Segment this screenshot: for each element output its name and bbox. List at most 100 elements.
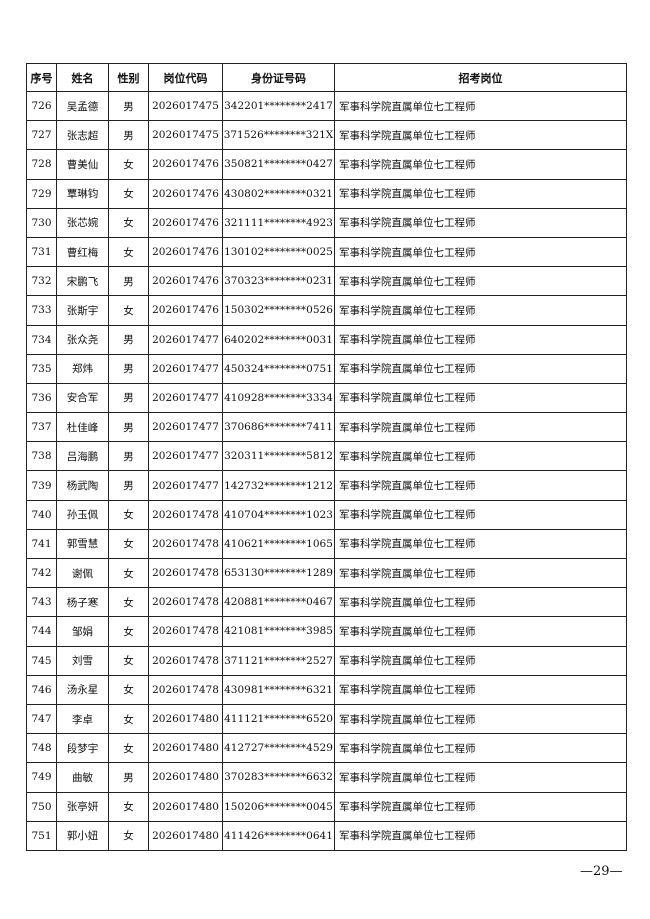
table-cell: 2026017476 — [148, 207, 223, 238]
table-cell: 女 — [108, 733, 149, 764]
table-row: 738 吕海鹏男 2026017477 320311********5812 军事科学院… — [26, 441, 627, 472]
table-cell: 732 — [26, 266, 57, 297]
table-cell: 军事科学院直属单位七工程师 — [334, 499, 627, 530]
table-cell: 邹娟 — [56, 616, 109, 647]
table-row: 750 张亭妍女 2026017480 150206********0045 军事科学院… — [26, 791, 627, 822]
table-cell: 军事科学院直属单位七工程师 — [334, 470, 627, 501]
table-cell: 2026017475 — [148, 120, 223, 151]
table-cell: 751 — [26, 820, 57, 851]
table-row: 744 邹娟女 2026017478 421081********3985 军事科学院直… — [26, 616, 627, 647]
table-cell: 421081********3985 — [222, 616, 335, 647]
table-cell: 军事科学院直属单位七工程师 — [334, 120, 627, 151]
table-cell: 曹红梅 — [56, 236, 109, 268]
table-cell: 2026017478 — [148, 499, 223, 530]
header-cell: 岗位代码 — [148, 63, 223, 92]
table-cell: 2026017475 — [148, 90, 223, 122]
table-cell: 130102********0025 — [222, 236, 335, 268]
table-cell: 军事科学院直属单位七工程师 — [334, 266, 627, 297]
table-cell: 320311********5812 — [222, 441, 335, 472]
table-cell: 军事科学院直属单位七工程师 — [334, 353, 627, 384]
table-cell: 军事科学院直属单位七工程师 — [334, 645, 627, 676]
table-cell: 371121********2527 — [222, 645, 335, 676]
table-cell: 734 — [26, 324, 57, 355]
table-cell: 军事科学院直属单位七工程师 — [334, 674, 627, 705]
table-cell: 2026017478 — [148, 645, 223, 676]
table-cell: 2026017476 — [148, 149, 223, 180]
table-cell: 2026017477 — [148, 353, 223, 384]
header-cell: 性别 — [108, 63, 149, 92]
table-cell: 女 — [108, 703, 149, 735]
table-cell: 653130********1289 — [222, 557, 335, 589]
table-cell: 女 — [108, 207, 149, 238]
table-row: 730 张芯婉女 2026017476 321111********4923 军事科学院… — [26, 207, 627, 238]
table-row: 728 曹美仙女 2026017476 350821********0427 军事科学院… — [26, 149, 627, 180]
table-cell: 749 — [26, 762, 57, 793]
table-cell: 728 — [26, 149, 57, 180]
header-cell: 姓名 — [56, 63, 109, 92]
table-cell: 军事科学院直属单位七工程师 — [334, 207, 627, 238]
table-cell: 男 — [108, 412, 149, 443]
table-cell: 743 — [26, 587, 57, 618]
table-cell: 军事科学院直属单位七工程师 — [334, 703, 627, 735]
table-cell: 748 — [26, 733, 57, 764]
table-cell: 女 — [108, 236, 149, 268]
header-row: 序号 姓名 性别 岗位代码 身份证号码 招考岗位 — [26, 63, 627, 92]
table-cell: 737 — [26, 412, 57, 443]
table-cell: 女 — [108, 820, 149, 851]
table-row: 741 郭雪慧女 2026017478 410621********1065 军事科学院… — [26, 528, 627, 560]
table-row: 747 李卓女 2026017480 411121********6520 军事科学院直… — [26, 703, 627, 735]
table-cell: 男 — [108, 353, 149, 384]
table-cell: 430981********6321 — [222, 674, 335, 705]
table-cell: 2026017476 — [148, 236, 223, 268]
table-cell: 张众尧 — [56, 324, 109, 355]
table-cell: 女 — [108, 587, 149, 618]
table-cell: 女 — [108, 645, 149, 676]
table-cell: 军事科学院直属单位七工程师 — [334, 295, 627, 326]
table-cell: 740 — [26, 499, 57, 530]
table-cell: 宋鹏飞 — [56, 266, 109, 297]
table-cell: 段梦宇 — [56, 733, 109, 764]
table-row: 734 张众尧男 2026017477 640202********0031 军事科学院… — [26, 324, 627, 355]
table-row: 726 吴孟德男 2026017475 342201********2417 军事科学院… — [26, 90, 627, 122]
table-row: 742 谢佩女 2026017478 653130********1289 军事科学院直… — [26, 557, 627, 589]
table-cell: 746 — [26, 674, 57, 705]
table-cell: 男 — [108, 324, 149, 355]
table-cell: 2026017476 — [148, 295, 223, 326]
table-row: 745 刘雪女 2026017478 371121********2527 军事科学院直… — [26, 645, 627, 676]
table-cell: 吕海鹏 — [56, 441, 109, 472]
table-cell: 女 — [108, 149, 149, 180]
table-cell: 曲敏 — [56, 762, 109, 793]
table-cell: 2026017478 — [148, 528, 223, 560]
table-cell: 2026017480 — [148, 820, 223, 851]
header-cell: 序号 — [26, 63, 57, 92]
table-cell: 733 — [26, 295, 57, 326]
table-cell: 150302********0526 — [222, 295, 335, 326]
table-row: 746 汤永星女 2026017478 430981********6321 军事科学院… — [26, 674, 627, 705]
table-cell: 杨武陶 — [56, 470, 109, 501]
table-cell: 郑炜 — [56, 353, 109, 384]
table-cell: 744 — [26, 616, 57, 647]
table-cell: 安合军 — [56, 382, 109, 414]
table-cell: 男 — [108, 382, 149, 414]
table-cell: 男 — [108, 90, 149, 122]
table-cell: 2026017478 — [148, 557, 223, 589]
table-cell: 女 — [108, 499, 149, 530]
table-cell: 742 — [26, 557, 57, 589]
header-cell: 身份证号码 — [222, 63, 335, 92]
table-cell: 谢佩 — [56, 557, 109, 589]
table-cell: 女 — [108, 674, 149, 705]
table-cell: 男 — [108, 441, 149, 472]
table-row: 729 覃琳钧女 2026017476 430802********0321 军事科学院… — [26, 178, 627, 209]
table-cell: 刘雪 — [56, 645, 109, 676]
table-cell: 杜佳峰 — [56, 412, 109, 443]
table-cell: 735 — [26, 353, 57, 384]
table-row: 749 曲敏男 2026017480 370283********6632 军事科学院直… — [26, 762, 627, 793]
table-cell: 男 — [108, 762, 149, 793]
table-cell: 男 — [108, 470, 149, 501]
table-cell: 李卓 — [56, 703, 109, 735]
table-cell: 736 — [26, 382, 57, 414]
table-row: 733 张斯宇女 2026017476 150302********0526 军事科学院… — [26, 295, 627, 326]
table-cell: 342201********2417 — [222, 90, 335, 122]
table-cell: 2026017478 — [148, 616, 223, 647]
